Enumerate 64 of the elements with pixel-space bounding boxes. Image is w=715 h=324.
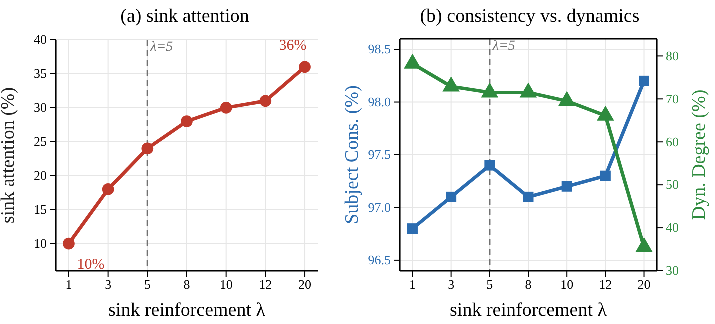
x-tick-label: 3: [448, 277, 455, 292]
point: [520, 82, 538, 98]
y-tick-label: 97.0: [368, 200, 391, 215]
point: [600, 170, 611, 182]
annotation: 36%: [279, 38, 307, 54]
x-tick-label: 8: [184, 277, 190, 292]
y2-tick-label: 80: [666, 48, 679, 64]
y-tick-label: 97.5: [368, 147, 391, 162]
x-tick-label: 10: [220, 277, 233, 292]
y2-tick-label: 40: [666, 220, 679, 236]
point: [407, 224, 418, 234]
y-tick-label: 96.5: [368, 252, 391, 268]
y2-tick-label: 70: [666, 91, 679, 106]
point: [639, 76, 650, 86]
x-axis-title: sink reinforcement λ: [450, 300, 608, 321]
point: [442, 76, 460, 92]
point: [260, 95, 272, 108]
y2-tick-label: 50: [666, 177, 679, 192]
x-tick-label: 8: [525, 277, 532, 292]
point: [636, 237, 653, 252]
annotation: 10%: [77, 256, 105, 273]
ref-line-label: λ=5: [150, 40, 174, 55]
point: [523, 192, 534, 202]
y-tick-label: 35: [34, 66, 47, 82]
y2-tick-label: 30: [666, 263, 679, 278]
point: [597, 106, 614, 121]
x-tick-label: 20: [638, 277, 651, 292]
x-tick-label: 5: [486, 277, 494, 292]
ref-line-label: λ=5: [492, 39, 516, 54]
point: [181, 116, 193, 128]
point: [446, 192, 457, 202]
y-axis-title: sink attention (%): [0, 87, 19, 224]
point: [102, 184, 114, 196]
point: [299, 61, 311, 74]
y-tick-label: 40: [34, 32, 47, 48]
point: [220, 102, 232, 114]
x-tick-label: 20: [298, 277, 312, 292]
point: [481, 82, 499, 98]
x-tick-label: 5: [144, 277, 151, 292]
chart-title: (a) sink attention: [120, 6, 250, 27]
chart-title: (b) consistency vs. dynamics: [420, 6, 640, 27]
y-tick-label: 98.5: [368, 42, 391, 57]
point: [404, 54, 422, 69]
y2-axis-title: Dyn. Degree (%): [689, 90, 710, 220]
point: [142, 142, 154, 155]
point: [562, 181, 572, 192]
x-tick-label: 12: [259, 277, 272, 292]
y-axis-title: Subject Cons. (%): [342, 86, 363, 224]
y-tick-label: 10: [34, 236, 47, 251]
x-tick-label: 1: [409, 277, 416, 292]
point: [63, 238, 75, 250]
y-tick-label: 15: [34, 202, 47, 218]
x-tick-label: 10: [560, 277, 574, 292]
y2-tick-label: 60: [666, 134, 679, 150]
y-tick-label: 25: [34, 134, 47, 150]
y-tick-label: 30: [34, 100, 47, 116]
x-tick-label: 1: [66, 277, 72, 292]
x-axis-title: sink reinforcement λ: [108, 300, 266, 321]
y-tick-label: 98.0: [368, 94, 391, 110]
y-tick-label: 20: [34, 168, 47, 184]
x-tick-label: 3: [105, 277, 112, 292]
point: [558, 91, 576, 106]
point: [484, 160, 496, 171]
x-tick-label: 12: [599, 277, 612, 292]
